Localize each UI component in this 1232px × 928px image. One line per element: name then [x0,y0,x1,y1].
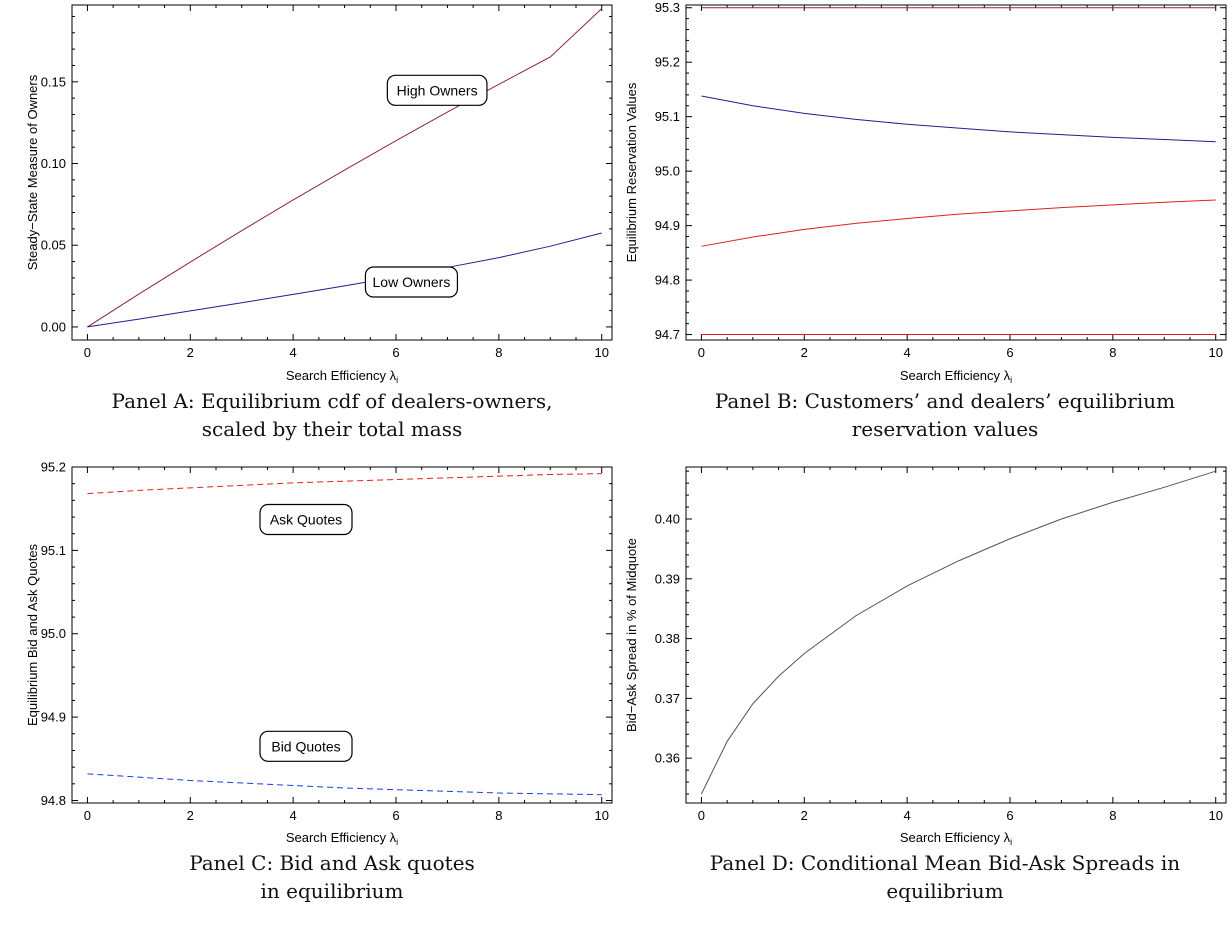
y-axis-label: Steady−State Measure of Owners [25,74,40,270]
y-tick-label: 0.38 [655,631,680,646]
panel-b: 0 2 4 6 8 10 94.7 94.8 94.9 95.0 95.1 95.2 95.3 Searc… [624,0,1227,441]
x-axis-label-subscript: i [396,375,398,385]
annotation-label: Bid Quotes [271,738,340,754]
x-tick-label: 6 [392,345,399,360]
series-line-1 [87,232,602,328]
x-tick-label: 4 [904,808,911,823]
y-tick-label: 95.3 [655,0,680,15]
x-axis-label-subscript: i [396,837,398,847]
y-tick-label: 0.37 [655,691,680,706]
series-line-2 [701,199,1216,247]
plot-frame [71,4,613,341]
series-line-1 [701,95,1216,143]
annotation-0: Ask Quotes [259,503,353,536]
plot-frame [685,466,1227,804]
y-tick-label: 0.39 [655,571,680,586]
x-tick-label: 6 [392,808,399,823]
x-axis-label-main: Search Efficiency λ [286,830,397,845]
x-tick-label: 2 [187,808,194,823]
panel-caption-line-1: reservation values [852,417,1039,441]
panel-caption-line-0: Panel B: Customers’ and dealers’ equilib… [715,389,1175,413]
y-tick-label: 0.36 [655,751,680,766]
annotation-label: High Owners [397,82,478,98]
x-tick-label: 4 [290,808,297,823]
series-line-0 [87,8,603,328]
y-tick-label: 0.15 [41,74,66,89]
x-tick-label: 8 [495,808,502,823]
panel-caption-line-0: Panel C: Bid and Ask quotes [189,851,475,875]
panel-c: 0 2 4 6 8 10 94.8 94.9 95.0 95.1 95.2 Ask Quotes Bid… [25,460,613,903]
y-tick-label: 0.40 [655,512,680,527]
panel-d: 0 2 4 6 8 10 0.36 0.37 0.38 0.39 0.40 Search Effici… [624,466,1227,903]
x-tick-label: 10 [594,808,608,823]
panel-a: 0 2 4 6 8 10 0.00 0.05 0.10 0.15 High Owners Low Ow… [25,4,613,441]
x-axis-label-main: Search Efficiency λ [900,830,1011,845]
x-tick-label: 0 [698,808,705,823]
x-axis-label: Search Efficiency λi [900,830,1012,847]
annotation-0: High Owners [386,74,488,106]
plot-frame [685,4,1227,341]
x-axis-label: Search Efficiency λi [286,368,398,385]
panel-caption-line-1: scaled by their total mass [202,417,463,441]
annotation-label: Ask Quotes [270,512,342,528]
y-tick-label: 94.7 [655,327,680,342]
annotation-label: Low Owners [373,274,451,290]
y-tick-label: 94.9 [655,218,680,233]
panel-caption-line-0: Panel A: Equilibrium cdf of dealers-owne… [112,389,553,413]
annotation-box [259,503,353,536]
panel-caption-line-1: in equilibrium [261,879,404,903]
x-tick-label: 6 [1006,345,1013,360]
annotation-box [386,74,488,106]
y-tick-label: 95.1 [41,543,66,558]
panel-caption-line-0: Panel D: Conditional Mean Bid-Ask Spread… [710,851,1181,875]
y-tick-label: 94.9 [41,710,66,725]
x-tick-label: 10 [1208,808,1222,823]
plot-frame [71,466,613,804]
x-tick-label: 8 [1109,345,1116,360]
y-tick-label: 94.8 [655,273,680,288]
x-tick-label: 4 [904,345,911,360]
series-line-0 [87,473,602,495]
x-tick-label: 10 [594,345,608,360]
x-tick-label: 0 [84,345,91,360]
y-axis-label: Equilibrium Reservation Values [624,82,639,262]
x-tick-label: 8 [495,345,502,360]
y-tick-label: 0.05 [41,238,66,253]
annotation-box [259,730,353,762]
y-tick-label: 95.0 [41,626,66,641]
y-tick-label: 95.0 [655,164,680,179]
y-axis-label: Bid−Ask Spread in % of Midquote [624,538,639,732]
series-line-1 [87,773,602,796]
x-axis-label-subscript: i [1010,375,1012,385]
x-tick-label: 2 [801,808,808,823]
y-tick-label: 0.00 [41,319,66,334]
x-axis-label: Search Efficiency λi [900,368,1012,385]
x-tick-label: 2 [187,345,194,360]
y-tick-label: 95.2 [655,55,680,70]
x-axis-label-main: Search Efficiency λ [900,368,1011,383]
y-tick-label: 0.10 [41,156,66,171]
annotation-1: Low Owners [364,266,459,298]
y-axis-label: Equilibrium Bid and Ask Quotes [25,543,40,726]
y-tick-label: 95.1 [655,109,680,124]
y-tick-label: 94.8 [41,793,66,808]
annotation-box [364,266,459,298]
annotation-1: Bid Quotes [259,730,353,762]
series-line-0 [700,470,1216,795]
x-tick-label: 0 [698,345,705,360]
x-tick-label: 8 [1109,808,1116,823]
x-axis-label: Search Efficiency λi [286,830,398,847]
x-tick-label: 0 [84,808,91,823]
x-tick-label: 2 [801,345,808,360]
panel-caption-line-1: equilibrium [886,879,1003,903]
x-tick-label: 4 [290,345,297,360]
x-tick-label: 6 [1006,808,1013,823]
x-tick-label: 10 [1208,345,1222,360]
x-axis-label-subscript: i [1010,837,1012,847]
y-tick-label: 95.2 [41,460,66,475]
x-axis-label-main: Search Efficiency λ [286,368,397,383]
